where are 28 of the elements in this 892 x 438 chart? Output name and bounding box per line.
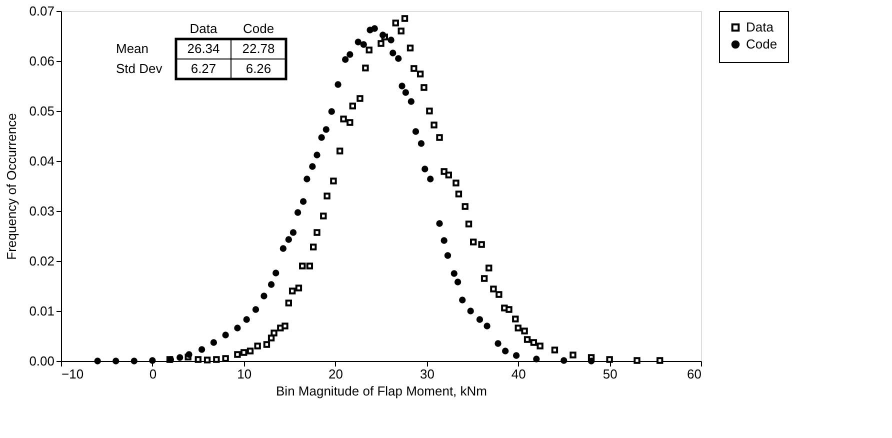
x-tick-label: 50: [602, 366, 618, 382]
legend-label: Data: [746, 20, 774, 34]
annotation: Std Dev: [116, 61, 163, 76]
x-tick-label: 0: [149, 366, 157, 382]
x-tick-label: 60: [687, 366, 702, 382]
y-tick-label: 0.07: [29, 4, 54, 18]
y-tick-label: 0.01: [29, 304, 54, 318]
annotation: 6.27: [190, 61, 216, 76]
y-tick-label: 0.02: [29, 254, 54, 268]
x-tick-label: 40: [511, 366, 526, 382]
x-axis-title: Bin Magnitude of Flap Moment, kNm: [276, 384, 487, 398]
y-tick-label: 0.05: [29, 104, 54, 118]
y-tick-label: 0.03: [29, 204, 54, 218]
y-tick-label: 0.04: [29, 154, 54, 168]
annotation: 26.34: [187, 41, 220, 56]
y-tick-label: 0.06: [29, 54, 54, 68]
y-axis-title: Frequency of Occurrence: [4, 113, 20, 260]
x-tick-label: 20: [328, 366, 344, 382]
x-tick-label: 10: [237, 366, 252, 382]
annotation: Code: [242, 21, 274, 36]
annotation: Mean: [116, 41, 149, 56]
annotation: Data: [190, 21, 218, 36]
x-tick-label: −10: [62, 366, 84, 382]
annotation: 22.78: [242, 41, 275, 56]
legend-label: Code: [746, 36, 778, 52]
x-tick-label: 30: [420, 366, 434, 382]
y-tick-label: 0.00: [29, 354, 54, 368]
annotation: 6.26: [246, 61, 272, 76]
